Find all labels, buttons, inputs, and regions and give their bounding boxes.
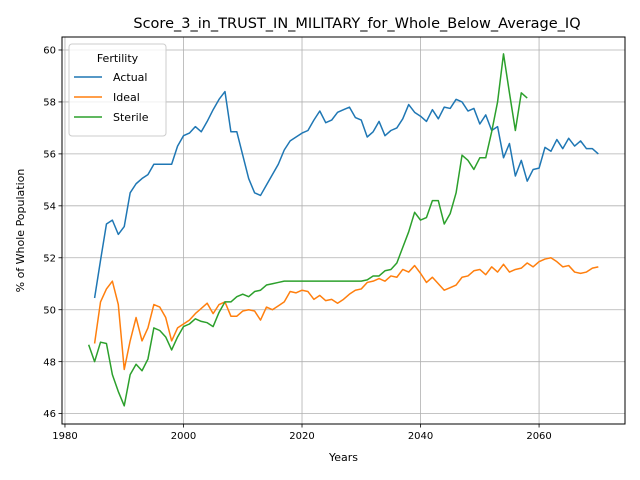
y-axis: 46 48 50 52 54 56 58 60 <box>43 46 62 420</box>
series-line-ideal <box>93 257 599 371</box>
legend-label-actual: Actual <box>113 71 147 84</box>
x-tick-label-4: 2060 <box>526 431 551 442</box>
series-line-sterile <box>87 53 528 407</box>
x-tick-label-3: 2040 <box>408 431 433 442</box>
y-tick-label-7: 60 <box>43 46 56 57</box>
x-tick-label-1: 2000 <box>171 431 196 442</box>
grid-lines <box>62 37 625 424</box>
y-tick-label-0: 46 <box>43 409 56 420</box>
legend-entries: Actual Ideal Sterile <box>74 71 149 124</box>
chart-title: Score_3_in_TRUST_IN_MILITARY_for_Whole_B… <box>133 16 580 32</box>
series-layer <box>87 53 599 407</box>
y-axis-label: % of Whole Population <box>14 169 27 293</box>
x-axis-label: Years <box>328 451 358 464</box>
y-tick-label-1: 48 <box>43 357 56 368</box>
legend-box <box>68 43 167 137</box>
y-tick-label-4: 54 <box>43 201 56 212</box>
x-tick-label-0: 1980 <box>52 431 77 442</box>
legend-label-ideal: Ideal <box>113 91 140 104</box>
plot-area-frame <box>61 36 626 425</box>
y-tick-label-6: 58 <box>43 98 56 109</box>
x-axis: 1980 2000 2020 2040 2060 <box>52 424 552 442</box>
y-tick-label-5: 56 <box>43 149 56 160</box>
legend: Fertility Actual Ideal Sterile <box>68 43 167 137</box>
y-tick-label-2: 50 <box>43 305 56 316</box>
legend-label-sterile: Sterile <box>113 111 149 124</box>
legend-title: Fertility <box>97 52 139 65</box>
series-line-actual <box>93 90 599 299</box>
y-tick-label-3: 52 <box>43 253 56 264</box>
x-tick-label-2: 2020 <box>289 431 314 442</box>
